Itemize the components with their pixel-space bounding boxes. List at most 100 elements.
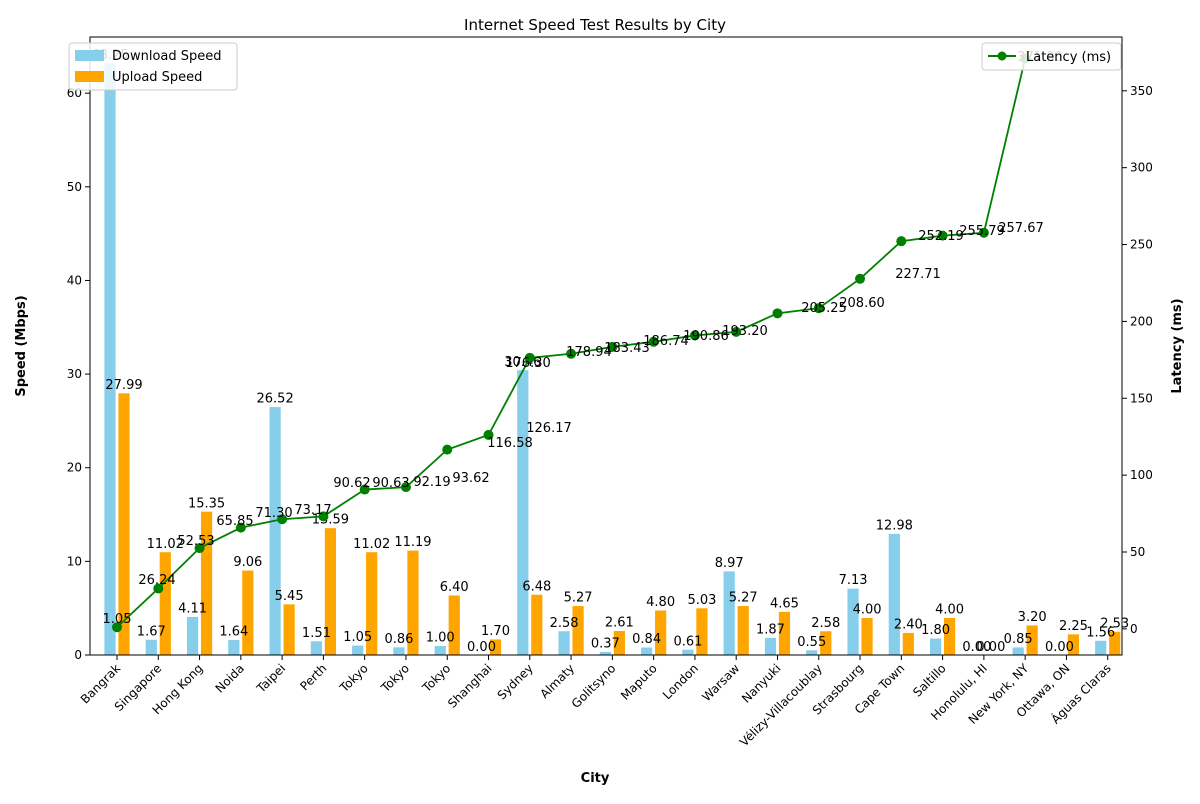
download-value-label: 1.80	[921, 623, 950, 638]
legend-upload-swatch	[75, 71, 104, 82]
latency-point	[194, 543, 205, 554]
upload-value-label: 3.20	[1018, 610, 1047, 625]
upload-value-label: 11.02	[353, 537, 390, 552]
latency-value-label: 126.17	[526, 421, 572, 436]
upload-value-label: 6.48	[522, 579, 551, 594]
latency-value-label: 186.74	[643, 334, 689, 349]
upload-value-label: 4.00	[853, 603, 882, 618]
download-bar	[681, 648, 695, 656]
download-bar	[805, 649, 819, 656]
download-value-label: 0.61	[673, 634, 702, 649]
latency-point	[153, 583, 164, 594]
y-right-tick-label: 350	[1130, 84, 1153, 98]
y-right-tick-label: 0	[1130, 622, 1138, 636]
latency-point	[896, 236, 907, 247]
latency-point	[566, 348, 577, 359]
latency-point	[483, 429, 494, 440]
y-right-tick-label: 50	[1130, 545, 1145, 559]
download-bar	[929, 637, 942, 656]
upload-value-label: 15.35	[188, 496, 225, 511]
legend-left: Download Speed Upload Speed	[68, 42, 238, 91]
legend-upload-label: Upload Speed	[112, 70, 202, 85]
download-bar	[144, 638, 158, 656]
download-bar	[227, 639, 241, 656]
download-value-label: 1.51	[302, 626, 331, 641]
download-value-label: 2.58	[550, 616, 579, 631]
upload-bar	[860, 617, 874, 656]
download-bar	[598, 651, 612, 656]
download-value-label: 7.13	[839, 573, 868, 588]
latency-value-label: 208.60	[839, 296, 885, 311]
latency-point	[359, 484, 370, 495]
download-value-label: 1.05	[343, 630, 372, 645]
latency-point	[442, 444, 453, 455]
x-axis-label: City	[581, 771, 610, 786]
y-right-tick-label: 300	[1130, 161, 1153, 175]
upload-bar	[241, 569, 255, 656]
download-value-label: 0.37	[591, 637, 620, 652]
latency-value-label: 255.79	[959, 224, 1005, 239]
upload-value-label: 1.70	[481, 624, 510, 639]
upload-value-label: 2.58	[811, 616, 840, 631]
y-left-tick-label: 50	[67, 180, 82, 194]
y-right-tick-label: 150	[1130, 391, 1153, 405]
upload-bar	[530, 593, 544, 656]
upload-value-label: 5.03	[687, 593, 716, 608]
latency-value-label: 193.20	[722, 324, 768, 339]
download-bar	[516, 369, 530, 656]
download-bar	[433, 645, 447, 656]
latency-value-label: 93.62	[452, 471, 489, 486]
y-left-tick-label: 30	[67, 367, 82, 381]
latency-value-label: 252.19	[918, 229, 964, 244]
chart-title: Internet Speed Test Results by City	[464, 16, 726, 34]
download-bar	[392, 646, 406, 656]
latency-point	[318, 511, 329, 522]
legend-left-box	[68, 42, 238, 91]
legend-download-label: Download Speed	[112, 49, 222, 64]
latency-point	[400, 482, 411, 493]
download-value-label: 0.85	[1004, 632, 1033, 647]
legend-right-box	[981, 42, 1122, 71]
upload-value-label: 2.61	[605, 616, 634, 631]
upload-value-label: 2.40	[894, 618, 923, 633]
latency-point	[978, 227, 989, 238]
latency-value-label: 52.53	[177, 534, 214, 549]
latency-value-label: 227.71	[895, 267, 941, 282]
download-bar	[309, 640, 323, 656]
latency-value-label: 26.24	[138, 573, 175, 588]
latency-value-label: 1.05	[103, 612, 132, 627]
legend-latency-label: Latency (ms)	[1026, 50, 1111, 65]
download-bar	[1011, 646, 1025, 656]
latency-value-label: 65.85	[216, 514, 253, 529]
download-bar	[1094, 639, 1108, 656]
latency-value-label: 92.19	[413, 475, 450, 490]
upload-bar	[200, 510, 213, 656]
download-value-label: 1.64	[219, 625, 248, 640]
latency-value-label: 90.62	[333, 476, 370, 491]
upload-bar	[282, 603, 296, 656]
upload-value-label: 9.06	[233, 555, 262, 570]
download-value-label: 0.00	[1045, 640, 1074, 655]
upload-value-label: 2.25	[1059, 619, 1088, 634]
download-value-label: 12.98	[876, 518, 913, 533]
latency-point	[813, 303, 824, 314]
plot-frame	[89, 36, 1123, 656]
download-value-label: 8.97	[715, 556, 744, 571]
download-value-label: 1.00	[426, 631, 455, 646]
latency-point	[731, 326, 742, 337]
latency-point	[277, 514, 288, 525]
download-bar	[640, 646, 654, 656]
legend-right: Latency (ms)	[981, 42, 1122, 71]
latency-point	[648, 336, 659, 347]
download-value-label: 26.52	[257, 392, 294, 407]
latency-value-label: 257.67	[998, 221, 1044, 236]
upload-bar	[158, 551, 172, 656]
upload-value-label: 4.00	[935, 603, 964, 618]
download-value-label: 1.67	[137, 624, 166, 639]
latency-point	[689, 330, 700, 341]
upload-value-label: 6.40	[440, 580, 469, 595]
